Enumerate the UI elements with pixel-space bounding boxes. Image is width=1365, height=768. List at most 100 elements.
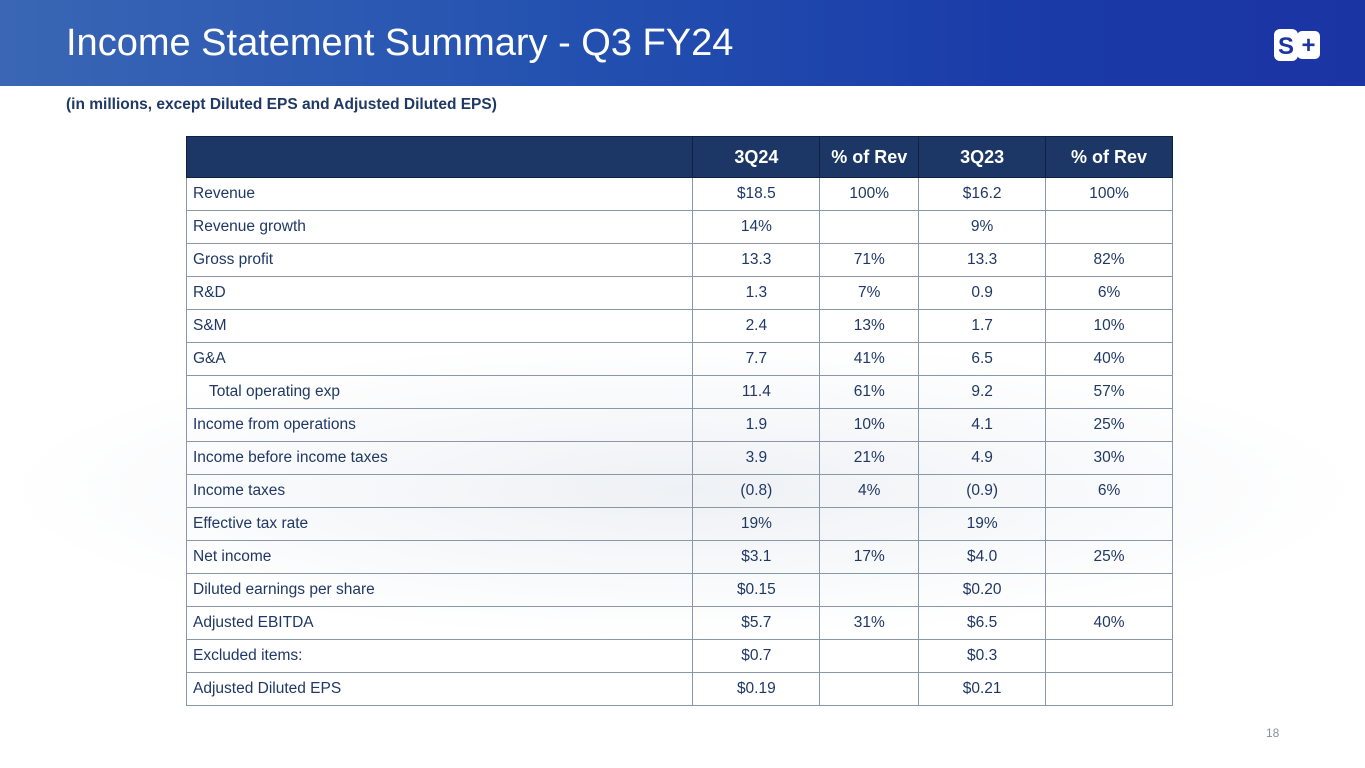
table-cell: $0.20 — [918, 573, 1047, 607]
table-cell: 1.9 — [692, 408, 821, 442]
table-cell: 40% — [1045, 342, 1173, 376]
table-row: Revenue growth 14% 9% — [185, 210, 1173, 244]
income-statement-table: 3Q24% of Rev 3Q23% of Rev Revenue $18.5 100… — [185, 136, 1173, 706]
table-cell: $0.21 — [918, 672, 1047, 706]
table-row: Adjusted Diluted EPS $0.19 $0.21 — [185, 672, 1173, 706]
table-cell — [819, 639, 920, 673]
row-label: Income from operations — [185, 408, 694, 442]
row-label: Income taxes — [185, 474, 694, 508]
table-row: Income taxes (0.8) 4% (0.9) 6% — [185, 474, 1173, 508]
table-cell — [1045, 639, 1173, 673]
table-cell — [1045, 672, 1173, 706]
row-label: Gross profit — [185, 243, 694, 277]
row-label: Excluded items: — [185, 639, 694, 673]
table-cell — [819, 672, 920, 706]
column-header: 3Q24 — [692, 136, 821, 178]
table-cell: 31% — [819, 606, 920, 640]
table-cell: 0.9 — [918, 276, 1047, 310]
table-cell: 2.4 — [692, 309, 821, 343]
row-label: G&A — [185, 342, 694, 376]
company-logo-icon: S + — [1274, 29, 1320, 61]
page-number: 18 — [1266, 726, 1280, 740]
column-header: % of Rev — [819, 136, 920, 178]
table-cell: $0.19 — [692, 672, 821, 706]
table-row: Net income $3.1 17% $4.0 25% — [185, 540, 1173, 574]
table-cell: 57% — [1045, 375, 1173, 409]
table-cell: 4% — [819, 474, 920, 508]
table-cell: $0.7 — [692, 639, 821, 673]
table-cell: $5.7 — [692, 606, 821, 640]
table-cell: 6% — [1045, 474, 1173, 508]
table-row: Gross profit 13.3 71% 13.3 82% — [185, 243, 1173, 277]
row-label: Net income — [185, 540, 694, 574]
table-cell — [819, 507, 920, 541]
table-cell: 11.4 — [692, 375, 821, 409]
table-cell — [1045, 573, 1173, 607]
table-row: Excluded items: $0.7 $0.3 — [185, 639, 1173, 673]
row-label: Revenue — [185, 177, 694, 211]
table-cell: 61% — [819, 375, 920, 409]
table-row: Diluted earnings per share $0.15 $0.20 — [185, 573, 1173, 607]
table-cell: 6% — [1045, 276, 1173, 310]
table-cell: 6.5 — [918, 342, 1047, 376]
svg-text:S: S — [1278, 33, 1294, 60]
row-label: Diluted earnings per share — [185, 573, 694, 607]
column-header — [185, 136, 694, 178]
table-cell: 19% — [918, 507, 1047, 541]
table-cell — [1045, 210, 1173, 244]
table-cell: (0.9) — [918, 474, 1047, 508]
table-cell: $18.5 — [692, 177, 821, 211]
table-cell: 4.9 — [918, 441, 1047, 475]
table-cell: $6.5 — [918, 606, 1047, 640]
table-cell: 40% — [1045, 606, 1173, 640]
table-cell: 10% — [1045, 309, 1173, 343]
table-cell: $16.2 — [918, 177, 1047, 211]
row-label: Adjusted EBITDA — [185, 606, 694, 640]
table-cell — [1045, 507, 1173, 541]
table-cell: 1.3 — [692, 276, 821, 310]
column-header: % of Rev — [1045, 136, 1173, 178]
table-cell: 13.3 — [692, 243, 821, 277]
table-row: Effective tax rate 19% 19% — [185, 507, 1173, 541]
table-cell: 30% — [1045, 441, 1173, 475]
row-label: Adjusted Diluted EPS — [185, 672, 694, 706]
column-header: 3Q23 — [918, 136, 1047, 178]
table-cell: 82% — [1045, 243, 1173, 277]
table-cell: 100% — [819, 177, 920, 211]
table-row: Adjusted EBITDA $5.7 31% $6.5 40% — [185, 606, 1173, 640]
table-row: Income before income taxes 3.9 21% 4.9 30% — [185, 441, 1173, 475]
table-cell: 7% — [819, 276, 920, 310]
row-label: Effective tax rate — [185, 507, 694, 541]
table-cell: 41% — [819, 342, 920, 376]
table-cell: (0.8) — [692, 474, 821, 508]
table-cell: 1.7 — [918, 309, 1047, 343]
table-row: R&D 1.3 7% 0.9 6% — [185, 276, 1173, 310]
table-cell: $4.0 — [918, 540, 1047, 574]
table-cell — [819, 573, 920, 607]
table-header-row: 3Q24% of Rev 3Q23% of Rev — [185, 136, 1173, 178]
row-label: Income before income taxes — [185, 441, 694, 475]
table-cell: 13% — [819, 309, 920, 343]
table-row: Income from operations 1.9 10% 4.1 25% — [185, 408, 1173, 442]
svg-text:+: + — [1301, 32, 1315, 59]
table-cell: 9.2 — [918, 375, 1047, 409]
table-row: Total operating exp 11.4 61% 9.2 57% — [185, 375, 1173, 409]
table-cell: 14% — [692, 210, 821, 244]
table-cell: 17% — [819, 540, 920, 574]
table-cell: $0.15 — [692, 573, 821, 607]
table-cell: 13.3 — [918, 243, 1047, 277]
row-label: Total operating exp — [185, 375, 694, 409]
table-cell: 25% — [1045, 408, 1173, 442]
row-label: Revenue growth — [185, 210, 694, 244]
row-label: R&D — [185, 276, 694, 310]
table-cell: 4.1 — [918, 408, 1047, 442]
table-cell: 7.7 — [692, 342, 821, 376]
table-cell: 100% — [1045, 177, 1173, 211]
table-row: S&M 2.4 13% 1.7 10% — [185, 309, 1173, 343]
table-cell: 3.9 — [692, 441, 821, 475]
title-banner: Income Statement Summary - Q3 FY24 S + — [0, 0, 1365, 86]
table-cell: 9% — [918, 210, 1047, 244]
row-label: S&M — [185, 309, 694, 343]
table-cell: 10% — [819, 408, 920, 442]
table-cell — [819, 210, 920, 244]
